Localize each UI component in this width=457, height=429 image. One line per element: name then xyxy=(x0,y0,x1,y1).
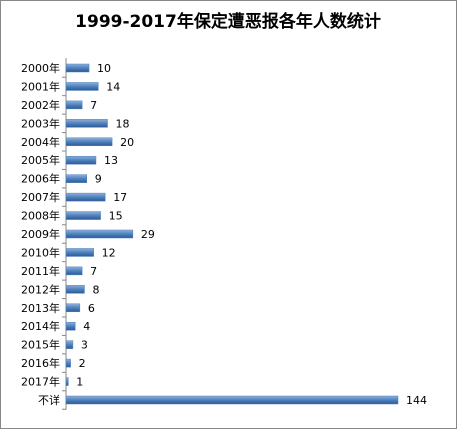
y-tick-label: 2014年 xyxy=(21,319,60,333)
bar xyxy=(65,340,74,349)
y-tick-label: 2016年 xyxy=(21,356,60,370)
bar xyxy=(65,285,85,294)
y-tick-label: 2017年 xyxy=(21,375,60,389)
y-tick-label: 2007年 xyxy=(21,190,60,204)
bar xyxy=(65,155,97,165)
bar xyxy=(65,266,83,276)
bar xyxy=(65,82,99,91)
bar xyxy=(65,229,134,239)
value-label: 7 xyxy=(90,265,97,278)
bar xyxy=(65,137,113,147)
bar xyxy=(65,321,76,331)
y-tick-label: 2005年 xyxy=(21,153,60,167)
bar xyxy=(65,358,71,368)
y-tick-label: 2015年 xyxy=(21,338,60,352)
y-tick-label: 2004年 xyxy=(21,135,60,149)
value-label: 13 xyxy=(104,154,118,167)
value-label: 144 xyxy=(406,394,427,407)
value-label: 7 xyxy=(90,99,97,112)
value-label: 14 xyxy=(106,80,120,93)
y-tick-label: 2002年 xyxy=(21,98,60,112)
value-label: 17 xyxy=(113,191,127,204)
bar xyxy=(65,192,106,202)
bar xyxy=(65,248,94,257)
y-tick-label: 不详 xyxy=(38,393,60,407)
bar xyxy=(65,174,87,183)
value-label: 8 xyxy=(92,283,99,296)
y-tick-label: 2000年 xyxy=(21,61,60,75)
y-tick-label: 2009年 xyxy=(21,227,60,241)
value-label: 3 xyxy=(81,339,88,352)
bar xyxy=(65,303,81,313)
y-tick-label: 2008年 xyxy=(21,209,60,223)
y-tick-label: 2003年 xyxy=(21,116,60,130)
bar xyxy=(65,100,83,110)
value-label: 10 xyxy=(97,62,111,75)
y-tick-label: 2012年 xyxy=(21,282,60,296)
value-label: 29 xyxy=(141,228,155,241)
chart-title: 1999-2017年保定遭恶报各年人数统计 xyxy=(75,11,381,32)
bar xyxy=(65,63,90,73)
value-label: 18 xyxy=(116,117,130,130)
value-label: 2 xyxy=(79,357,86,370)
y-tick-label: 2010年 xyxy=(21,245,60,259)
bar xyxy=(65,119,108,128)
value-label: 4 xyxy=(83,320,90,333)
y-tick-label: 2006年 xyxy=(21,172,60,186)
y-tick-label: 2001年 xyxy=(21,79,60,93)
value-label: 6 xyxy=(88,302,95,315)
value-label: 1 xyxy=(76,376,83,389)
value-label: 20 xyxy=(120,136,134,149)
bar xyxy=(65,211,101,220)
y-tick-label: 2011年 xyxy=(21,264,60,278)
bar xyxy=(65,395,399,405)
value-label: 12 xyxy=(102,246,116,259)
value-label: 15 xyxy=(109,210,123,223)
y-tick-label: 2013年 xyxy=(21,301,60,315)
value-label: 9 xyxy=(95,173,102,186)
bar xyxy=(65,377,69,386)
